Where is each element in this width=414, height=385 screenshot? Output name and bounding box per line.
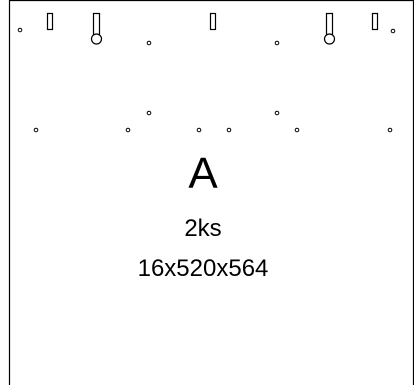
hole: [274, 110, 280, 116]
slot: [371, 12, 379, 31]
hole: [17, 27, 23, 33]
part-quantity: 2ks: [184, 215, 222, 242]
hole: [146, 40, 152, 46]
small-holes: [17, 27, 396, 133]
hole: [387, 127, 393, 133]
hole: [294, 127, 300, 133]
hole: [226, 127, 232, 133]
hole: [196, 127, 202, 133]
hole: [146, 110, 152, 116]
hole: [274, 40, 280, 46]
slot: [325, 12, 334, 37]
large-holes: [90, 33, 336, 45]
slot: [92, 12, 101, 37]
hole: [33, 127, 39, 133]
part-letter: A: [188, 149, 218, 198]
slot: [46, 12, 54, 31]
hole: [390, 28, 396, 34]
top-slots: [46, 12, 379, 37]
hole: [90, 33, 103, 45]
part-dimensions: 16x520x564: [137, 255, 269, 282]
hole: [323, 33, 336, 45]
slot: [209, 12, 217, 31]
hole: [125, 127, 131, 133]
